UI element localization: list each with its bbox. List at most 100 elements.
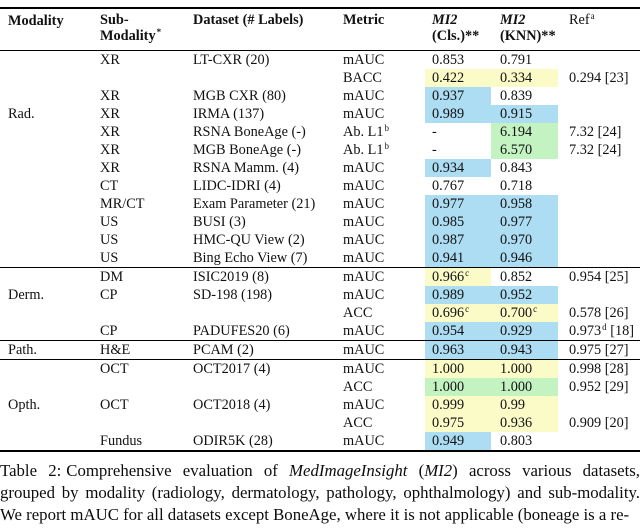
caption-italic-medimageinsight: MedImageInsight [289,461,408,480]
cell-mi2-knn: 0.718 [500,178,533,194]
cell-dataset: RSNA BoneAge (-) [193,124,306,140]
cell-ref: 0.909 [20] [569,415,629,431]
cell-submodality: OCT [99,359,189,378]
cell-dataset: ISIC2019 (8) [189,267,341,286]
cell-metric: mAUC [343,214,385,230]
cell-dataset [189,414,341,432]
cell-ref: 0.954 [25] [558,267,640,286]
cell-ref [558,195,640,213]
cell-mi2-knn: 0.852 [491,267,558,286]
footnote-marker: c [465,304,470,314]
cell-submodality: MR/CT [100,196,145,212]
table-row: BACC 0.422 0.334 0.294 [23] [0,69,640,87]
cell-metric: Ab. L1b [343,141,390,159]
cell-mi2-knn: 0.943 [491,340,558,360]
cell-metric: BACC [343,70,382,86]
cell-metric: mAUC [343,106,385,122]
cell-dataset: OCT2018 (4) [193,397,271,413]
cell-mi2-knn: 0.334 [491,69,558,87]
col-header-mi2-cls: MI2 (Cls.)** [425,8,491,51]
table-header: Modality Sub- Modality* Dataset (# Label… [0,8,640,51]
results-table: Modality Sub- Modality* Dataset (# Label… [0,7,640,452]
cell-metric: mAUC [343,178,385,194]
modality-label: Rad. [8,106,35,122]
cell-ref [558,286,640,304]
col-header-submodality-line2: Modality* [100,27,162,45]
cell-submodality: XR [100,106,120,122]
cell-mi2-cls: 0.853 [432,52,465,68]
cell-mi2-knn: 0.915 [491,105,558,123]
cell-dataset: LT-CXR (20) [193,52,270,68]
cell-submodality [99,304,189,322]
cell-ref: 0.578 [26] [569,305,629,321]
cell-dataset: Bing Echo View (7) [193,250,308,266]
col-header-mi2-cls-line2: (Cls.)** [432,28,480,44]
table-row: XR RSNA BoneAge (-) Ab. L1b - 6.194 7.32 [24] [0,123,640,141]
table-row: XR MGB CXR (80) mAUC 0.937 0.839 [0,87,640,105]
cell-dataset: Exam Parameter (21) [193,196,316,212]
cell-dataset: MGB BoneAge (-) [193,142,302,158]
cell-mi2-cls: 0.975 [425,414,491,432]
cell-submodality: XR [100,160,120,176]
cell-mi2-knn: 0.952 [491,286,558,304]
ref-footnote-marker: a [590,11,595,21]
cell-submodality: H&E [99,340,189,360]
table-row: CP PADUFES20 (6) mAUC 0.954 0.929 0.973d [18] [0,322,640,341]
cell-mi2-knn: 0.791 [500,52,533,68]
cell-metric: mAUC [343,433,385,449]
submodality-footnote-marker: * [156,27,162,37]
cell-mi2-knn: 0.970 [491,231,558,249]
col-header-mi2-knn-line2: (KNN)** [500,28,556,44]
col-header-submodality: Sub- Modality* [99,8,189,51]
cell-ref [558,249,640,268]
cell-dataset: ODIR5K (28) [193,433,273,449]
cell-submodality: XR [100,88,120,104]
cell-metric: mAUC [341,359,425,378]
cell-ref [558,213,640,231]
cell-metric: mAUC [341,340,425,360]
cell-dataset: HMC-QU View (2) [193,232,305,248]
cell-metric: mAUC [343,397,385,413]
col-header-ref: Refa [558,8,640,51]
cell-mi2-cls: 0.985 [425,213,491,231]
cell-submodality [99,378,189,396]
table-row: Derm. DM ISIC2019 (8) mAUC 0.966c 0.852 0.954 … [0,267,640,341]
cell-dataset [189,378,341,396]
cell-ref [558,231,640,249]
footnote-marker: c [465,268,470,278]
cell-metric: mAUC [343,88,385,104]
table-caption: Table 2: Comprehensive evaluation of MedI… [0,460,640,526]
col-header-metric: Metric [341,8,425,51]
cell-mi2-cls: 1.000 [425,359,491,378]
cell-mi2-cls: 0.422 [425,69,491,87]
cell-submodality: DM [99,267,189,286]
cell-mi2-cls: 0.989 [425,286,491,304]
cell-metric: mAUC [343,250,385,266]
cell-metric: mAUC [343,52,385,68]
cell-mi2-knn: 0.99 [491,396,558,414]
col-header-mi2-knn-line1: MI2 [500,12,526,28]
cell-metric: mAUC [343,160,385,176]
cell-mi2-knn: 1.000 [491,378,558,396]
cell-submodality: US [100,214,119,230]
table-row: ACC 1.000 1.000 0.952 [29] [0,378,640,396]
cell-mi2-cls: 0.954 [425,322,491,341]
table-row: US BUSI (3) mAUC 0.985 0.977 [0,213,640,231]
cell-metric: ACC [343,305,373,321]
cell-mi2-knn: 0.929 [491,322,558,341]
cell-submodality: XR [100,52,120,68]
cell-ref: 0.952 [29] [569,379,629,395]
col-header-dataset-label: Dataset (# Labels) [193,12,304,28]
table-row: XR MGB BoneAge (-) Ab. L1b - 6.570 7.32 [24] [0,141,640,159]
cell-submodality: CT [100,178,119,194]
cell-dataset: LIDC-IDRI (4) [193,178,281,194]
cell-mi2-cls: 0.696c [425,304,491,322]
table-row: OCT OCT2018 (4) mAUC 0.999 0.99 [0,396,640,414]
table-row: ACC 0.696c 0.700c 0.578 [26] [0,304,640,322]
table-row: Path. H&E PCAM (2) mAUC 0.963 0.943 0.975 [27] [0,340,640,360]
cell-mi2-knn: 0.946 [491,249,558,268]
col-header-submodality-line1: Sub- [100,12,129,28]
cell-mi2-cls: 0.934 [425,159,491,177]
footnote-marker: d [602,322,607,332]
cell-dataset: BUSI (3) [193,214,246,230]
